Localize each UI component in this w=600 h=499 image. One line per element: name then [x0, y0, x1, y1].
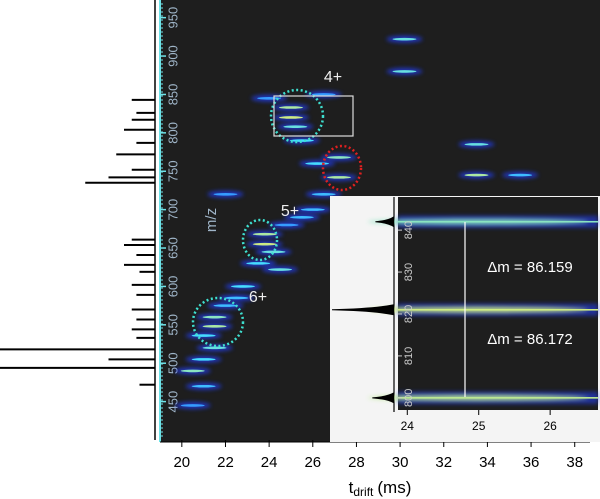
streak — [464, 143, 489, 146]
inset-spectrum-peak — [375, 216, 395, 228]
streak — [202, 346, 227, 350]
streak — [180, 369, 205, 373]
streak — [289, 216, 314, 219]
y-tick-label: 750 — [165, 160, 180, 182]
inset-band-core — [398, 220, 598, 223]
streak — [311, 93, 336, 96]
streak — [392, 70, 417, 73]
x-tick-label: 22 — [217, 454, 234, 471]
y-tick-label: 500 — [165, 352, 180, 374]
y-tick-label: 650 — [165, 237, 180, 259]
x-tick-label: 24 — [261, 454, 278, 471]
streak — [508, 173, 533, 177]
streak — [278, 106, 303, 109]
x-tick-label: 30 — [392, 454, 409, 471]
inset-x-tick-label: 24 — [401, 419, 415, 433]
y-tick-label: 450 — [165, 391, 180, 413]
streak — [213, 192, 238, 196]
streak — [278, 116, 303, 119]
streak — [230, 285, 255, 288]
streak — [191, 358, 216, 361]
inset-band-core — [398, 308, 598, 311]
streak — [261, 250, 286, 254]
streak — [202, 325, 227, 328]
region-red — [321, 144, 363, 192]
streak — [300, 208, 325, 211]
streak — [268, 268, 293, 271]
x-label-sub: drift — [353, 485, 374, 499]
streak — [326, 156, 351, 159]
streak — [392, 37, 417, 41]
inset-y-tick-label: 830 — [403, 263, 415, 281]
region-6plus — [191, 296, 245, 348]
x-tick-label: 36 — [523, 454, 540, 471]
inset-y-tick-label: 810 — [403, 347, 415, 365]
x-axis-label: tdrift (ms) — [349, 478, 412, 499]
y-tick-label: 800 — [165, 122, 180, 144]
inset-spectrum-peak — [331, 304, 395, 316]
streak — [191, 384, 216, 388]
inset-spectrum-peak — [372, 392, 395, 404]
y-tick-label: 900 — [165, 45, 180, 67]
y-tick-label: 850 — [165, 84, 180, 106]
streak — [191, 334, 216, 337]
y-tick-label: 600 — [165, 276, 180, 298]
inset-y-tick-label: 840 — [403, 221, 415, 239]
streak — [274, 223, 299, 227]
inset-y-tick-label: 800 — [403, 389, 415, 407]
x-label-main: t — [349, 478, 354, 497]
inset-x-tick-label: 25 — [472, 419, 486, 433]
charge-label: 6+ — [249, 289, 267, 306]
streak — [464, 173, 489, 177]
inset-x-tick-label: 26 — [543, 419, 557, 433]
y-axis-label: m/z — [203, 208, 220, 232]
region-4plus — [269, 88, 325, 144]
y-tick-label: 950 — [165, 7, 180, 29]
mass-difference-label: Δm = 86.172 — [487, 331, 573, 348]
inset-y-tick-label: 820 — [403, 305, 415, 323]
streak — [283, 125, 308, 129]
streak — [213, 304, 238, 307]
inset-band-core — [398, 397, 598, 399]
streak — [246, 262, 271, 265]
y-tick-label: 550 — [165, 314, 180, 336]
x-tick-label: 34 — [479, 454, 496, 471]
zoom-box — [273, 95, 354, 137]
streak — [252, 242, 277, 246]
x-tick-label: 20 — [173, 454, 190, 471]
x-tick-label: 26 — [304, 454, 321, 471]
region-5plus — [241, 218, 279, 262]
x-tick-label: 38 — [566, 454, 583, 471]
streak — [202, 315, 227, 319]
streak — [311, 192, 336, 196]
charge-label: 5+ — [281, 203, 299, 220]
streak — [326, 176, 351, 179]
inset-plot-background — [398, 197, 598, 410]
streak — [305, 162, 330, 165]
streak — [180, 404, 205, 407]
x-tick-label: 28 — [348, 454, 365, 471]
charge-label: 4+ — [324, 69, 342, 86]
streak — [252, 232, 277, 236]
mass-difference-label: Δm = 86.159 — [487, 259, 573, 276]
x-tick-label: 32 — [435, 454, 452, 471]
streak — [224, 296, 249, 300]
x-label-unit: (ms) — [377, 478, 411, 497]
y-tick-label: 700 — [165, 199, 180, 221]
streak — [257, 96, 282, 100]
